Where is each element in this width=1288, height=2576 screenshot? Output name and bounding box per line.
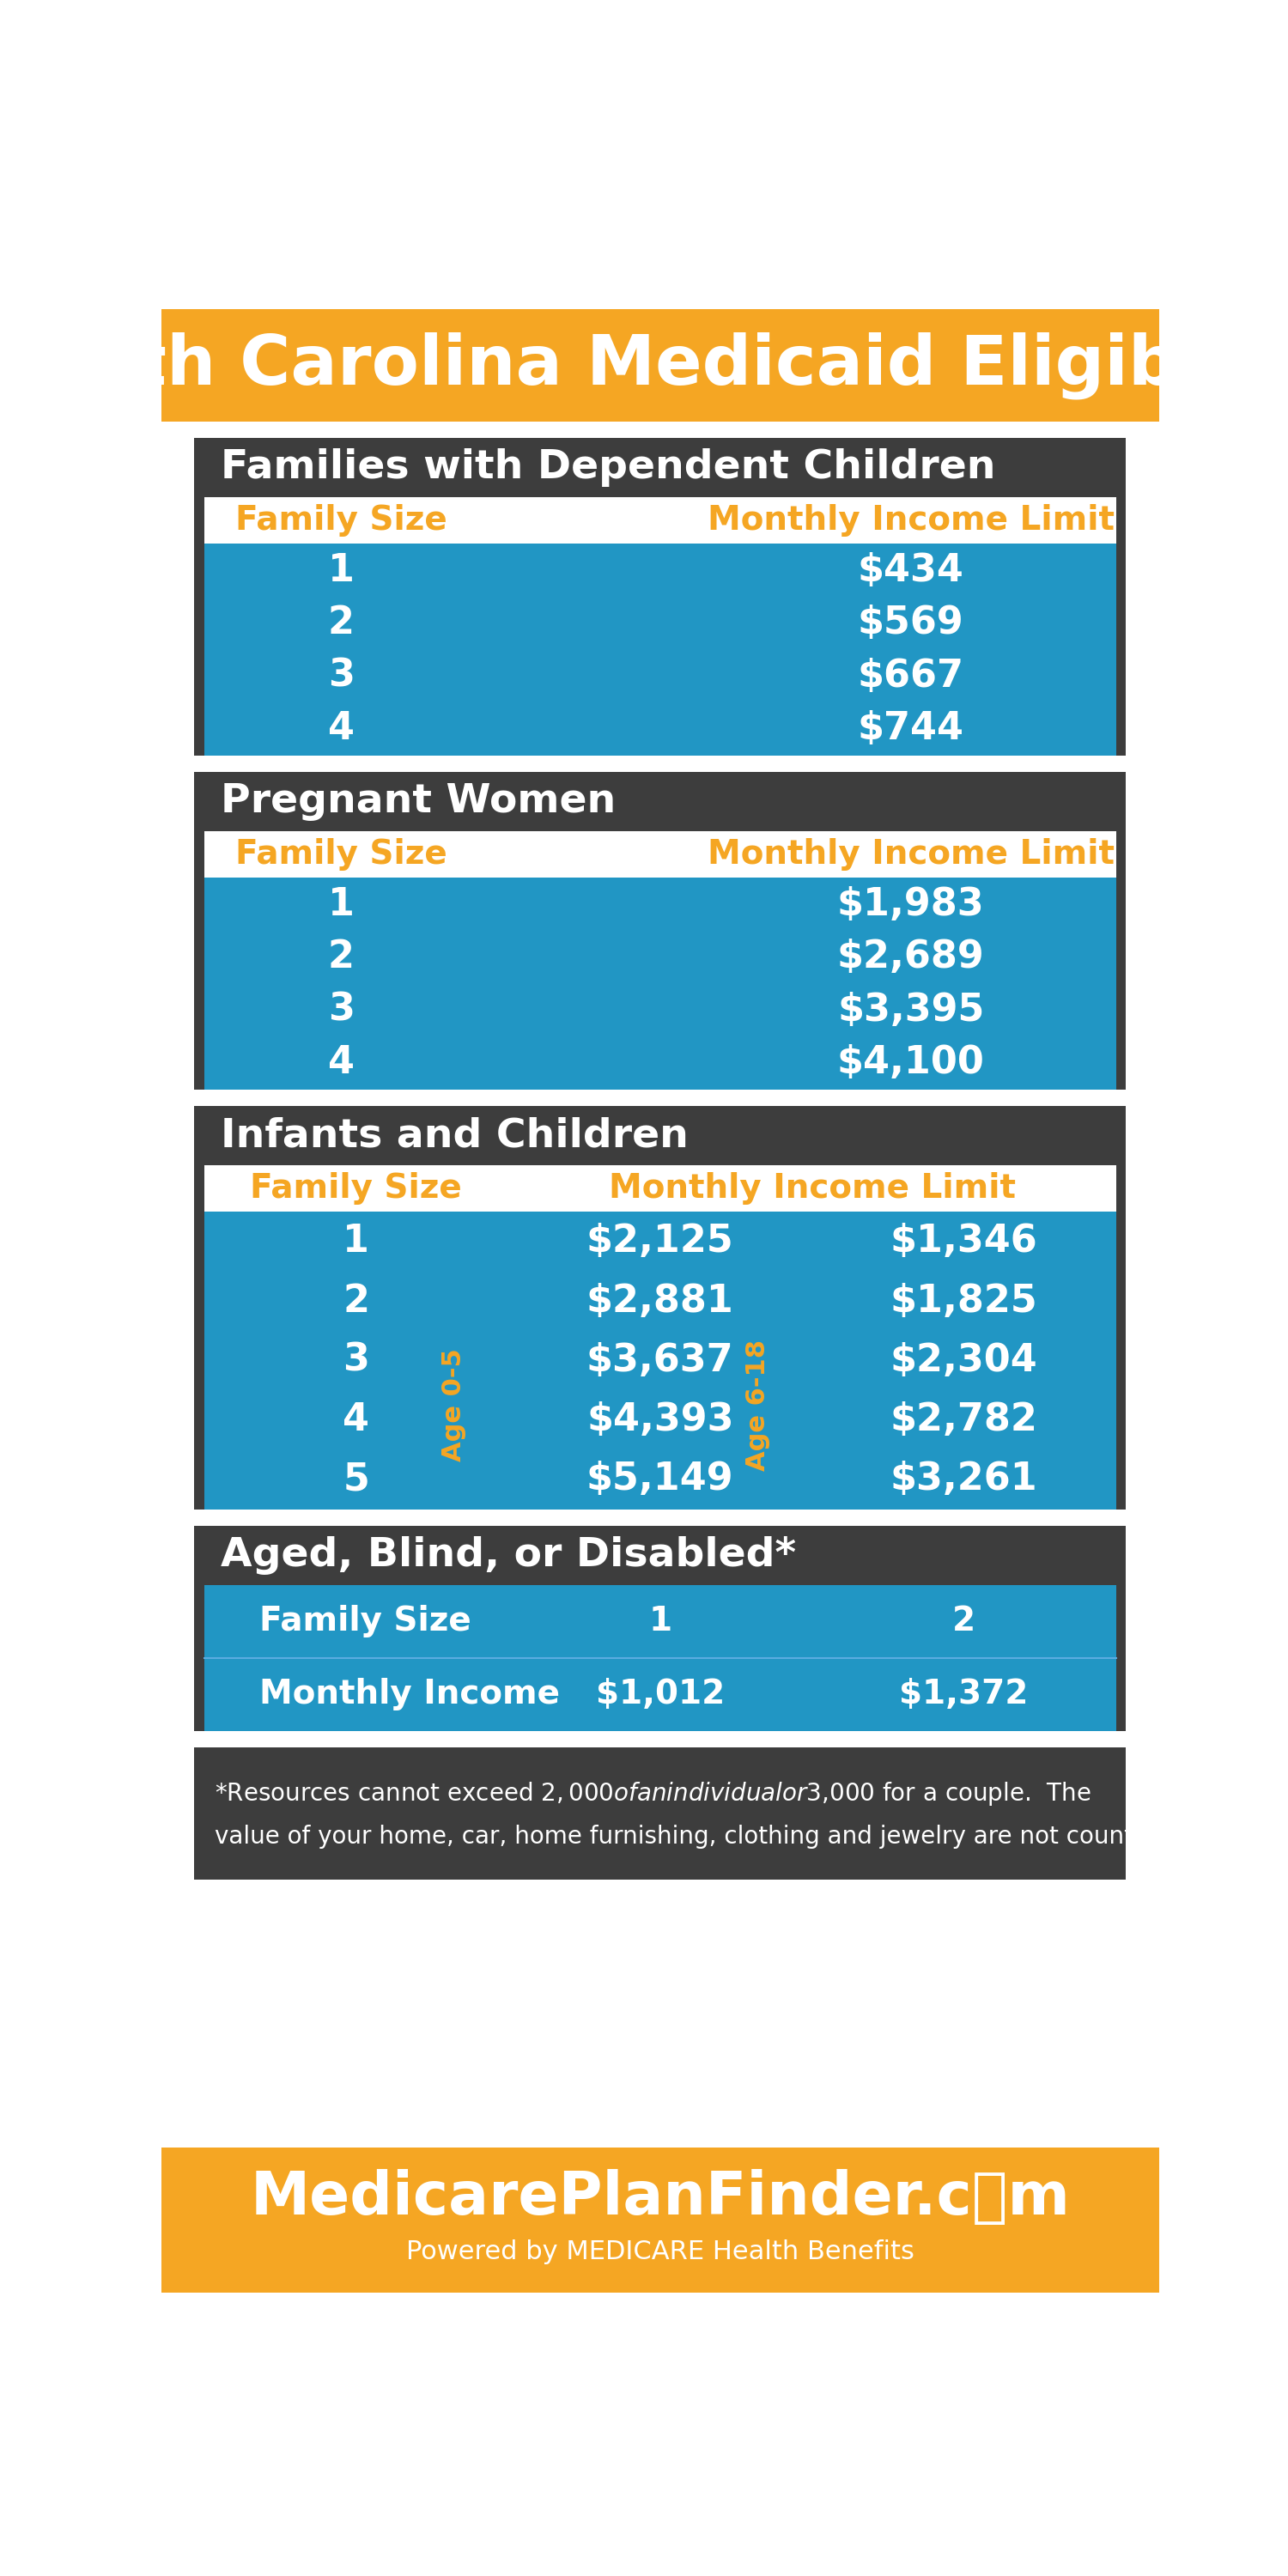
Text: Family Size: Family Size (259, 1605, 471, 1638)
Bar (194, 1747, 1126, 1880)
Text: 1: 1 (648, 1605, 672, 1638)
Text: 4: 4 (343, 1401, 370, 1437)
Text: Powered by MEDICARE Health Benefits: Powered by MEDICARE Health Benefits (406, 2239, 914, 2264)
Text: $5,149: $5,149 (586, 1461, 734, 1497)
Text: Family Size: Family Size (250, 1172, 462, 1206)
Text: 1: 1 (327, 886, 354, 922)
Text: $2,881: $2,881 (586, 1283, 734, 1319)
Bar (205, 544, 1115, 755)
Text: $2,689: $2,689 (837, 938, 984, 976)
Text: 3: 3 (343, 1342, 370, 1378)
Bar (194, 438, 1126, 755)
Text: $1,983: $1,983 (837, 886, 984, 922)
Text: Age 6-18: Age 6-18 (744, 1340, 770, 1471)
Text: Monthly Income Limit: Monthly Income Limit (608, 1172, 1015, 1206)
Bar (205, 1164, 1115, 1211)
Text: Infants and Children: Infants and Children (222, 1115, 689, 1154)
Text: value of your home, car, home furnishing, clothing and jewelry are not counted.: value of your home, car, home furnishing… (214, 1824, 1171, 1850)
Text: $1,372: $1,372 (899, 1677, 1029, 1710)
Text: 1: 1 (343, 1224, 370, 1260)
Text: Age 0-5: Age 0-5 (440, 1347, 466, 1461)
Text: $4,100: $4,100 (837, 1043, 984, 1082)
Text: 2: 2 (343, 1283, 370, 1319)
Text: 2: 2 (327, 938, 354, 976)
Text: Family Size: Family Size (236, 505, 447, 536)
Bar (161, 309, 1159, 422)
Text: 4: 4 (327, 1043, 354, 1082)
Text: $3,261: $3,261 (890, 1461, 1038, 1497)
Bar (194, 1525, 1126, 1731)
Text: *Resources cannot exceed $2,000 of an individual or $3,000 for a couple.  The: *Resources cannot exceed $2,000 of an in… (214, 1780, 1091, 1808)
Text: Monthly Income: Monthly Income (259, 1677, 559, 1710)
Text: $434: $434 (858, 551, 963, 590)
Text: 2: 2 (327, 605, 354, 641)
Text: 4: 4 (327, 711, 354, 747)
Text: Family Size: Family Size (236, 837, 447, 871)
Bar (205, 1211, 1115, 1510)
Text: North Carolina Medicaid Eligibility: North Carolina Medicaid Eligibility (0, 332, 1288, 399)
Bar (205, 878, 1115, 1090)
Bar (205, 832, 1115, 878)
Text: $569: $569 (858, 605, 963, 641)
Text: 2: 2 (952, 1605, 975, 1638)
Text: 5: 5 (343, 1461, 370, 1497)
Text: $1,825: $1,825 (890, 1283, 1038, 1319)
Bar (205, 497, 1115, 544)
Text: $1,012: $1,012 (595, 1677, 725, 1710)
Bar (194, 773, 1126, 1090)
Text: $2,125: $2,125 (586, 1224, 734, 1260)
Bar (205, 1584, 1115, 1731)
Bar (161, 2148, 1159, 2293)
Text: $744: $744 (858, 711, 963, 747)
Text: $3,395: $3,395 (837, 992, 984, 1028)
Text: Pregnant Women: Pregnant Women (222, 783, 616, 822)
Text: 3: 3 (327, 992, 354, 1028)
Text: 3: 3 (327, 657, 354, 696)
Text: Monthly Income Limit: Monthly Income Limit (707, 505, 1114, 536)
Text: $3,637: $3,637 (586, 1342, 734, 1378)
Text: Aged, Blind, or Disabled*: Aged, Blind, or Disabled* (222, 1535, 796, 1574)
Text: $2,304: $2,304 (890, 1342, 1038, 1378)
Text: 1: 1 (327, 551, 354, 590)
Text: Monthly Income Limit: Monthly Income Limit (707, 837, 1114, 871)
Text: $4,393: $4,393 (586, 1401, 734, 1437)
Bar (194, 1105, 1126, 1510)
Text: $667: $667 (858, 657, 963, 696)
Text: Families with Dependent Children: Families with Dependent Children (222, 448, 996, 487)
Text: MedicarePlanFinder.cⓄm: MedicarePlanFinder.cⓄm (250, 2169, 1070, 2226)
Text: $2,782: $2,782 (890, 1401, 1038, 1437)
Text: $1,346: $1,346 (890, 1224, 1038, 1260)
